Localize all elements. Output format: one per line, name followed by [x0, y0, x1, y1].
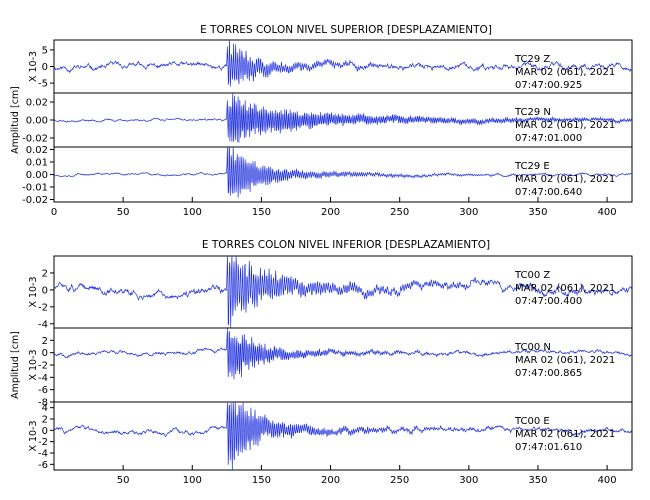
station-label: TC29 E: [514, 161, 550, 172]
panel-0-1: 0.02 0.00 -0.02 TC29 N MAR 02 (061), 2021 07:…: [22, 92, 633, 148]
y-tick-label: 2: [42, 415, 48, 426]
scale-label: X 10-3: [28, 349, 39, 380]
waveform-TC00-N: [53, 328, 633, 380]
y-tick-label: -0.02: [22, 134, 48, 145]
chart-title-superior: E TORRES COLON NIVEL SUPERIOR [DESPLAZAM…: [200, 24, 492, 36]
x-tick-label: 50: [117, 475, 130, 486]
panel-frame: [53, 401, 633, 471]
waveform-TC29-Z: [53, 39, 633, 87]
date-label: MAR 02 (061), 2021: [515, 120, 615, 131]
x-tick-label: 250: [390, 475, 409, 486]
y-tick-label: 0: [42, 426, 48, 437]
waveform-TC00-E: [53, 401, 633, 471]
y-tick-label: -4: [38, 449, 48, 460]
y-axis-label-inferior: Amplitud [cm]: [10, 331, 21, 399]
date-label: MAR 02 (061), 2021: [515, 429, 615, 440]
panel-1-1: 20 -2-4-6 -8 TC00 N MAR 02 (061), 2021 07:47:…: [28, 327, 633, 409]
x-tick-label: 100: [183, 475, 202, 486]
scale-label: X 10-3: [28, 420, 39, 451]
y-tick-label: 0: [42, 348, 48, 359]
station-label: TC29 Z: [514, 54, 550, 65]
y-tick-label: 4: [42, 403, 48, 414]
x-tick-label: 300: [459, 207, 478, 218]
x-tick-label: 0: [51, 207, 57, 218]
time-label: 07:47:00.640: [515, 187, 582, 198]
x-tick-label: 400: [598, 475, 617, 486]
time-label: 07:47:01.610: [515, 442, 582, 453]
x-tick-label: 400: [598, 207, 617, 218]
y-tick-label: -6: [38, 385, 48, 396]
y-tick-label: -5: [38, 79, 48, 90]
y-tick-label: 0.01: [26, 158, 48, 169]
y-tick-label: -0.01: [22, 183, 48, 194]
y-tick-label: 0.00: [26, 116, 48, 127]
date-label: MAR 02 (061), 2021: [515, 355, 615, 366]
date-label: MAR 02 (061), 2021: [515, 67, 615, 78]
panel-1-0: 2 0 -2 -4 TC00 Z MAR 02 (061), 2021 07:47:00.4…: [28, 255, 633, 330]
y-tick-label: 0: [42, 285, 48, 296]
x-tick-label: 100: [183, 207, 202, 218]
y-tick-label: -2: [38, 361, 48, 372]
y-tick-label: -4: [38, 373, 48, 384]
station-label: TC00 Z: [514, 270, 550, 281]
y-tick-label: -8: [38, 398, 48, 409]
scale-label: X 10-3: [28, 276, 39, 307]
x-tick-label: 250: [390, 207, 409, 218]
date-label: MAR 02 (061), 2021: [515, 174, 615, 185]
x-tick-label: 150: [252, 475, 271, 486]
y-tick-label: 0.02: [26, 98, 48, 109]
x-tick-label: 200: [321, 475, 340, 486]
y-tick-label: -2: [38, 302, 48, 313]
x-tick-label: 150: [252, 207, 271, 218]
scale-label: X 10-3: [28, 51, 39, 82]
station-label: TC00 E: [514, 416, 550, 427]
y-tick-label: -2: [38, 437, 48, 448]
x-tick-label: 50: [117, 207, 130, 218]
y-tick-label: 2: [42, 268, 48, 279]
y-tick-label: 0.02: [26, 145, 48, 156]
y-tick-label: 0: [42, 62, 48, 73]
station-label: TC00 N: [514, 342, 551, 353]
date-label: MAR 02 (061), 2021: [515, 283, 615, 294]
station-label: TC29 N: [514, 107, 551, 118]
y-tick-label: 5: [42, 45, 48, 56]
waveform-TC29-N: [53, 93, 633, 143]
x-tick-label: 350: [528, 475, 547, 486]
waveform-TC00-Z: [53, 255, 633, 329]
panel-0-2: 0.02 0.010.00 -0.01-0.02 TC29 E MAR 02 (061)…: [22, 145, 633, 206]
x-tick-label: 300: [459, 475, 478, 486]
time-label: 07:47:00.925: [515, 80, 582, 91]
time-label: 07:47:01.000: [515, 133, 582, 144]
time-label: 07:47:00.865: [515, 368, 582, 379]
time-label: 07:47:00.400: [515, 296, 582, 307]
panel-1-2: 420-2-4-6 TC00 E MAR 02 (061), 2021 07:47:0…: [28, 401, 633, 471]
y-tick-label: 0.00: [26, 170, 48, 181]
y-tick-label: -4: [38, 319, 48, 330]
chart-title-inferior: E TORRES COLON NIVEL INFERIOR [DESPLAZAM…: [202, 239, 490, 251]
x-tick-label: 200: [321, 207, 340, 218]
waveform-TC29-E: [53, 146, 633, 198]
y-tick-label: -6: [38, 460, 48, 471]
y-axis-label-superior: Amplitud [cm]: [10, 86, 21, 154]
y-tick-label: 2: [42, 336, 48, 347]
x-tick-label: 350: [528, 207, 547, 218]
panel-0-0: 5 0 -5 TC29 Z MAR 02 (061), 2021 07:47:00.925…: [28, 39, 633, 94]
y-tick-label: -0.02: [22, 195, 48, 206]
